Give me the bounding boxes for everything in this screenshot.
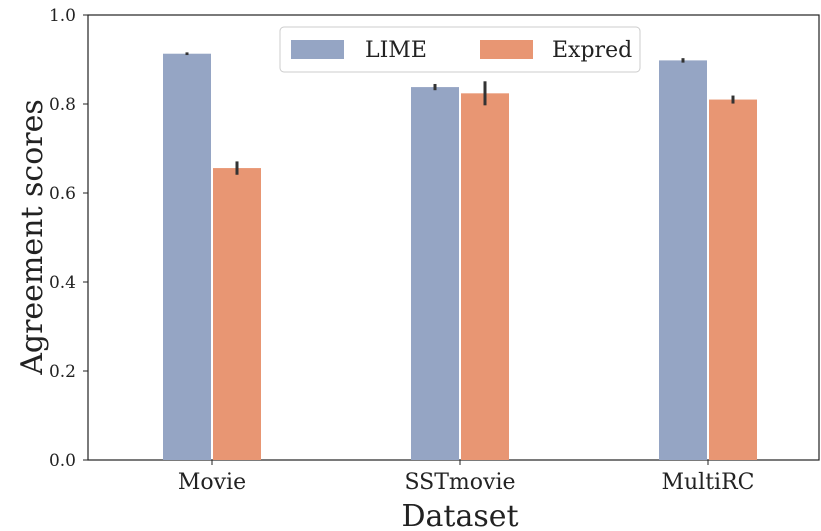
legend-label-expred: Expred [552, 38, 632, 63]
bar-expred-multirc [709, 99, 757, 461]
bar-lime-movie [163, 53, 211, 461]
x-tick-label-sstmovie: SSTmovie [404, 470, 515, 495]
legend-label-lime: LIME [365, 38, 427, 63]
legend-swatch-expred [480, 40, 533, 59]
y-tick-label: 0.8 [49, 95, 76, 115]
legend: LIME Expred [279, 26, 641, 73]
y-tick-label: 0.0 [49, 451, 76, 471]
y-tick-label: 0.6 [49, 184, 76, 204]
bar-lime-sstmovie [411, 87, 459, 460]
y-axis-ticks: 0.0 0.2 0.4 0.6 0.8 1.0 [49, 6, 88, 471]
bar-expred-sstmovie [461, 93, 509, 460]
y-axis-title: Agreement scores [15, 99, 50, 376]
bars-group [163, 52, 757, 461]
x-axis-ticks: Movie SSTmovie MultiRC [178, 460, 755, 495]
y-tick-label: 0.2 [49, 362, 76, 382]
legend-box [279, 26, 641, 73]
bar-expred-movie [213, 168, 261, 460]
y-tick-label: 1.0 [49, 6, 76, 26]
legend-swatch-lime [291, 40, 344, 59]
bar-lime-multirc [659, 60, 707, 460]
x-tick-label-multirc: MultiRC [661, 470, 754, 495]
x-axis-title: Dataset [401, 499, 518, 531]
y-tick-label: 0.4 [49, 273, 76, 293]
x-tick-label-movie: Movie [178, 470, 246, 495]
